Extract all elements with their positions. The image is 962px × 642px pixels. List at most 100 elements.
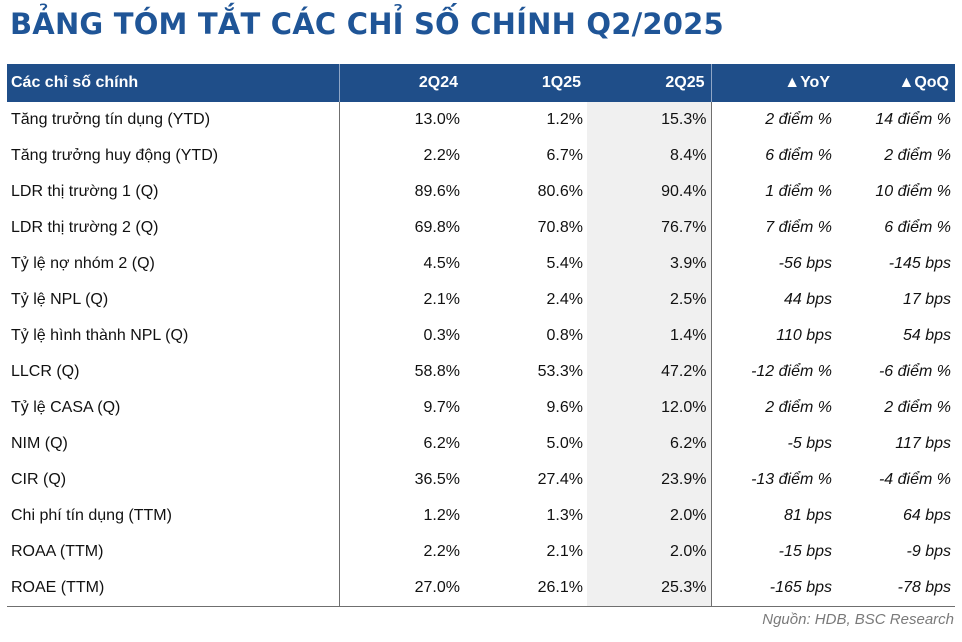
change-yoy: -56 bps bbox=[710, 246, 836, 282]
value-2q24: 9.7% bbox=[338, 390, 464, 426]
value-1q25: 2.1% bbox=[546, 543, 583, 560]
change-qoq: -6 điểm % bbox=[878, 363, 951, 380]
change-yoy: 81 bps bbox=[710, 498, 836, 534]
table-row: ROAE (TTM) 27.0% 26.1% 25.3% -165 bps -78 bps bbox=[7, 570, 955, 607]
change-qoq: 54 bps bbox=[902, 327, 951, 344]
value-2q25: 25.3% bbox=[587, 570, 711, 607]
value-2q25: 3.9% bbox=[587, 246, 711, 282]
change-qoq: 64 bps bbox=[902, 507, 951, 524]
value-2q24: 1.2% bbox=[338, 498, 464, 534]
column-header-yoy: ▲YoY bbox=[711, 64, 836, 102]
metric-name: Tăng trưởng huy động (YTD) bbox=[11, 147, 219, 164]
metric-name: LDR thị trường 2 (Q) bbox=[11, 219, 159, 236]
change-qoq: 2 điểm % bbox=[884, 147, 951, 164]
value-1q25: 26.1% bbox=[464, 570, 587, 607]
value-2q25: 76.7% bbox=[587, 210, 711, 246]
value-1q25: 1.2% bbox=[546, 111, 583, 128]
value-2q25: 8.4% bbox=[587, 138, 711, 174]
table-row: ROAA (TTM) 2.2% 2.1% 2.0% -15 bps -9 bps bbox=[7, 534, 955, 570]
change-yoy: -165 bps bbox=[710, 570, 836, 607]
value-2q25: 1.4% bbox=[587, 318, 711, 354]
change-qoq: -145 bps bbox=[888, 255, 951, 272]
table-row: LLCR (Q) 58.8% 53.3% 47.2% -12 điểm % -6 điểm… bbox=[7, 354, 955, 390]
value-2q24: 4.5% bbox=[338, 246, 464, 282]
metric-name: Tỷ lệ nợ nhóm 2 (Q) bbox=[11, 255, 155, 272]
table-row: Tỷ lệ hình thành NPL (Q) 0.3% 0.8% 1.4% 110 … bbox=[7, 318, 955, 354]
metric-name: Tỷ lệ NPL (Q) bbox=[11, 291, 109, 308]
metric-name: Chi phí tín dụng (TTM) bbox=[11, 507, 172, 524]
change-yoy: -15 bps bbox=[710, 534, 836, 570]
value-1q25: 6.7% bbox=[546, 147, 583, 164]
table-row: Tỷ lệ nợ nhóm 2 (Q) 4.5% 5.4% 3.9% -56 bps -1… bbox=[7, 246, 955, 282]
value-2q24: 0.3% bbox=[338, 318, 464, 354]
metric-name: Tỷ lệ hình thành NPL (Q) bbox=[11, 327, 189, 344]
table-row: Tăng trưởng huy động (YTD) 2.2% 6.7% 8.4% 6 … bbox=[7, 138, 955, 174]
change-qoq: -9 bps bbox=[906, 543, 951, 560]
table-row: LDR thị trường 1 (Q) 89.6% 80.6% 90.4% 1 điể… bbox=[7, 174, 955, 210]
column-header-qoq: ▲QoQ bbox=[836, 64, 955, 102]
change-yoy: 2 điểm % bbox=[710, 102, 836, 138]
value-1q25: 27.4% bbox=[537, 471, 583, 488]
change-qoq: -78 bps bbox=[836, 570, 955, 607]
metric-name: NIM (Q) bbox=[11, 435, 68, 452]
table-header-row: Các chỉ số chính 2Q24 1Q25 2Q25 ▲YoY ▲Qo… bbox=[7, 64, 955, 102]
value-1q25: 2.4% bbox=[546, 291, 583, 308]
value-2q25: 12.0% bbox=[587, 390, 711, 426]
value-2q24: 2.1% bbox=[338, 282, 464, 318]
metric-name: ROAA (TTM) bbox=[11, 543, 104, 560]
value-2q24: 2.2% bbox=[338, 138, 464, 174]
value-2q25: 47.2% bbox=[587, 354, 711, 390]
change-qoq: 10 điểm % bbox=[875, 183, 951, 200]
table-row: NIM (Q) 6.2% 5.0% 6.2% -5 bps 117 bps bbox=[7, 426, 955, 462]
value-2q24: 69.8% bbox=[338, 210, 464, 246]
table-row: Tỷ lệ CASA (Q) 9.7% 9.6% 12.0% 2 điểm % 2 điể… bbox=[7, 390, 955, 426]
value-1q25: 9.6% bbox=[546, 399, 583, 416]
value-2q25: 2.0% bbox=[587, 534, 711, 570]
value-1q25: 5.4% bbox=[546, 255, 583, 272]
change-yoy: -13 điểm % bbox=[710, 462, 836, 498]
change-qoq: -4 điểm % bbox=[878, 471, 951, 488]
metric-name: LDR thị trường 1 (Q) bbox=[11, 183, 159, 200]
change-qoq: 117 bps bbox=[895, 435, 951, 452]
value-2q24: 6.2% bbox=[338, 426, 464, 462]
value-1q25: 53.3% bbox=[537, 363, 583, 380]
table-row: CIR (Q) 36.5% 27.4% 23.9% -13 điểm % -4 điểm … bbox=[7, 462, 955, 498]
change-yoy: 6 điểm % bbox=[710, 138, 836, 174]
value-2q24: 2.2% bbox=[338, 534, 464, 570]
change-yoy: 7 điểm % bbox=[710, 210, 836, 246]
value-2q25: 2.5% bbox=[587, 282, 711, 318]
table-body: Tăng trưởng tín dụng (YTD) 13.0% 1.2% 15.3%… bbox=[7, 102, 955, 607]
column-header-2q24: 2Q24 bbox=[339, 64, 464, 102]
value-2q24: 89.6% bbox=[338, 174, 464, 210]
page-title: BẢNG TÓM TẮT CÁC CHỈ SỐ CHÍNH Q2/2025 bbox=[10, 7, 724, 41]
value-2q24: 36.5% bbox=[338, 462, 464, 498]
value-1q25: 5.0% bbox=[546, 435, 583, 452]
column-header-2q25: 2Q25 bbox=[587, 64, 712, 102]
value-1q25: 80.6% bbox=[537, 183, 583, 200]
table-row: Chi phí tín dụng (TTM) 1.2% 1.3% 2.0% 81 bps… bbox=[7, 498, 955, 534]
table-row: Tăng trưởng tín dụng (YTD) 13.0% 1.2% 15.3%… bbox=[7, 102, 955, 138]
value-2q25: 6.2% bbox=[587, 426, 711, 462]
column-header-metric: Các chỉ số chính bbox=[7, 64, 340, 102]
value-2q25: 90.4% bbox=[587, 174, 711, 210]
change-qoq: 6 điểm % bbox=[884, 219, 951, 236]
source-note: Nguồn: HDB, BSC Research bbox=[762, 611, 954, 628]
value-2q24: 27.0% bbox=[338, 570, 464, 607]
value-2q25: 2.0% bbox=[587, 498, 711, 534]
value-1q25: 1.3% bbox=[546, 507, 583, 524]
value-2q24: 58.8% bbox=[338, 354, 464, 390]
change-qoq: 2 điểm % bbox=[884, 399, 951, 416]
metric-name: ROAE (TTM) bbox=[7, 570, 339, 607]
value-2q24: 13.0% bbox=[338, 102, 464, 138]
change-yoy: 1 điểm % bbox=[710, 174, 836, 210]
table-row: Tỷ lệ NPL (Q) 2.1% 2.4% 2.5% 44 bps 17 bps bbox=[7, 282, 955, 318]
metric-name: Tăng trưởng tín dụng (YTD) bbox=[11, 111, 211, 128]
metric-name: Tỷ lệ CASA (Q) bbox=[11, 399, 121, 416]
value-1q25: 0.8% bbox=[546, 327, 583, 344]
metric-name: LLCR (Q) bbox=[11, 363, 80, 380]
key-metrics-table: Các chỉ số chính 2Q24 1Q25 2Q25 ▲YoY ▲Qo… bbox=[7, 64, 955, 607]
change-yoy: -5 bps bbox=[710, 426, 836, 462]
change-qoq: 14 điểm % bbox=[875, 111, 951, 128]
change-yoy: -12 điểm % bbox=[710, 354, 836, 390]
value-2q25: 23.9% bbox=[587, 462, 711, 498]
